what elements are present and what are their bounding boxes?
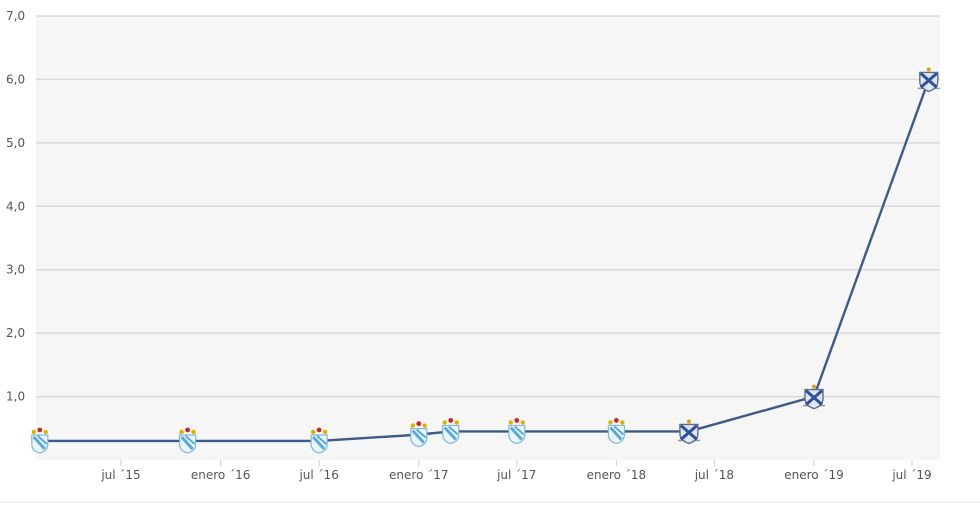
x-tick-label: enero ´17 [389,468,448,482]
x-tick-label: enero ´19 [784,468,843,482]
crest-blue-marker[interactable] [917,67,940,93]
crest-sky-marker[interactable] [31,427,49,454]
crest-sky-marker[interactable] [508,418,526,445]
y-tick-label: 6,0 [6,72,25,86]
series-line [39,79,930,443]
y-tick-label: 2,0 [6,326,25,340]
plot-area [36,16,940,460]
y-tick-label: 7,0 [6,9,25,23]
x-tick-label: enero ´18 [587,468,646,482]
crest-blue-marker[interactable] [803,384,826,410]
crest-sky-marker[interactable] [410,421,428,448]
x-tick-label: jul ´15 [100,468,140,482]
x-tick-label: jul ´19 [891,468,931,482]
y-tick-label: 5,0 [6,136,25,150]
crest-sky-marker[interactable] [607,418,625,445]
y-tick-label: 1,0 [6,390,25,404]
crest-sky-marker[interactable] [310,427,328,454]
y-tick-label: 3,0 [6,263,25,277]
crest-blue-marker[interactable] [677,419,700,445]
crest-sky-marker[interactable] [178,427,197,454]
x-tick-label: jul ´18 [694,468,734,482]
x-tick-label: jul ´16 [298,468,338,482]
x-tick-label: enero ´16 [191,468,250,482]
y-tick-label: 4,0 [6,199,25,213]
crest-sky-marker[interactable] [442,418,460,445]
x-tick-label: jul ´17 [496,468,536,482]
